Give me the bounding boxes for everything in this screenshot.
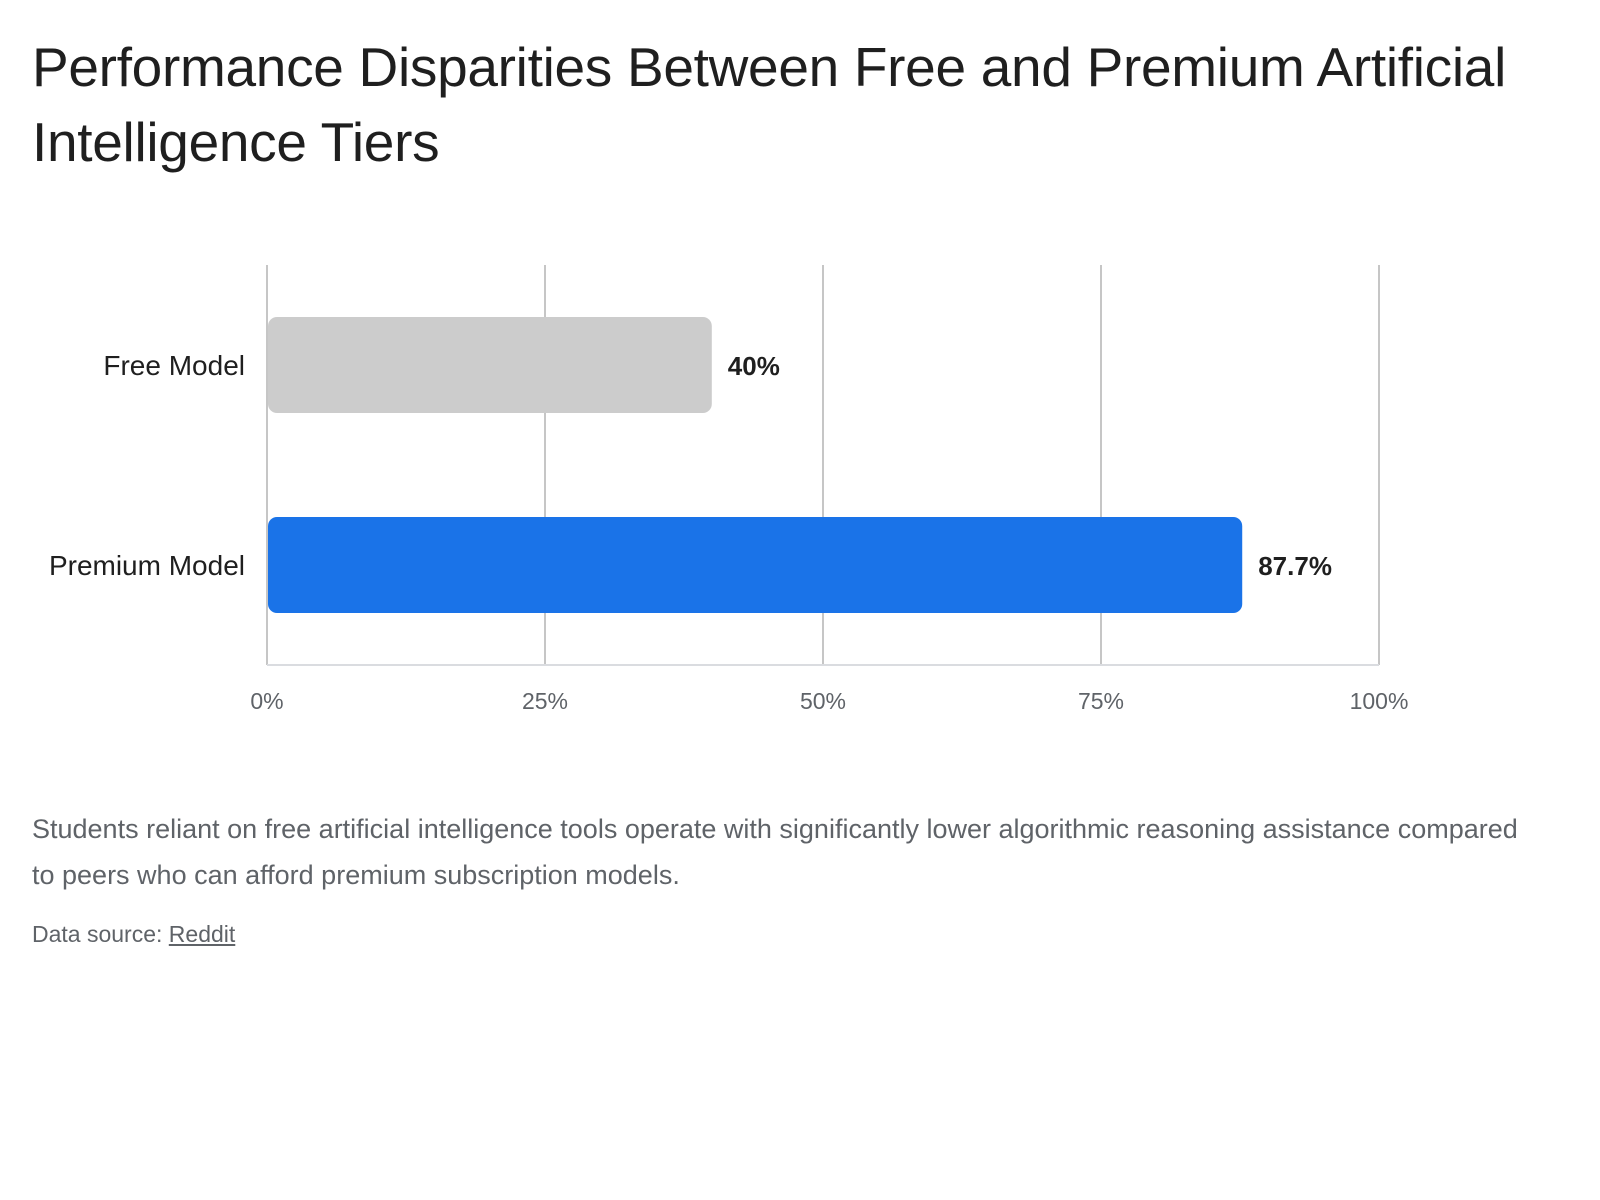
data-source-prefix: Data source: <box>32 921 169 947</box>
chart-caption: Students reliant on free artificial inte… <box>32 814 1518 890</box>
x-tick-label: 0% <box>250 688 283 714</box>
x-tick-label: 25% <box>522 688 568 714</box>
category-label: Free Model <box>103 350 245 381</box>
x-tick-label: 50% <box>800 688 846 714</box>
bar <box>268 317 712 413</box>
bar-chart-svg: 0% 25% 50% 75% 100% Free Model 40% Premium Mode… <box>49 265 1408 714</box>
label-layer: 0% 25% 50% 75% 100% Free Model 40% Premium Mode… <box>49 350 1408 714</box>
bar-chart: 0% 25% 50% 75% 100% Free Model 40% Premium Mode… <box>0 240 1600 740</box>
x-tick-label: 75% <box>1078 688 1124 714</box>
category-label: Premium Model <box>49 550 245 581</box>
data-label: 40% <box>728 351 780 381</box>
data-label: 87.7% <box>1258 551 1332 581</box>
bar-layer <box>268 317 1243 613</box>
x-tick-label: 100% <box>1350 688 1409 714</box>
data-source-link[interactable]: Reddit <box>168 921 236 947</box>
page-title: Performance Disparities Between Free and… <box>32 36 1506 173</box>
data-source: Data source: Reddit <box>32 918 235 950</box>
bar <box>268 517 1243 613</box>
